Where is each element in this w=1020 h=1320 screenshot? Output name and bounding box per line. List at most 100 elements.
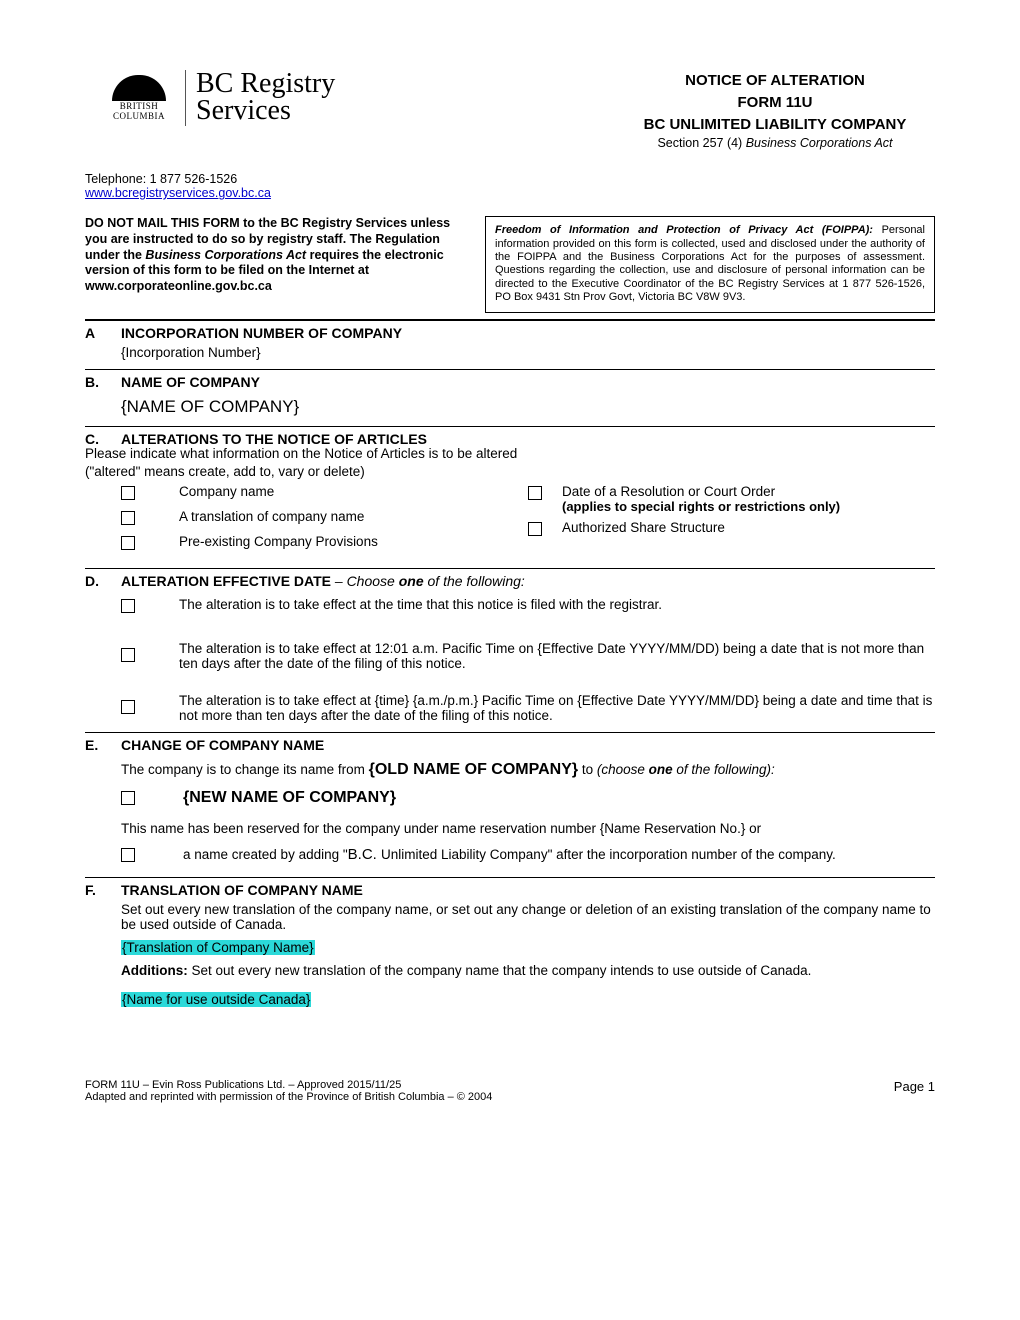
- chk-share-structure[interactable]: Authorized Share Structure: [528, 520, 935, 542]
- chk-label: The alteration is to take effect at 12:0…: [155, 641, 935, 671]
- section-c-desc2: ("altered" means create, add to, vary or…: [85, 464, 935, 479]
- section-c-title: ALTERATIONS TO THE NOTICE OF ARTICLES: [121, 431, 427, 447]
- section-c: C. ALTERATIONS TO THE NOTICE OF ARTICLES…: [85, 427, 935, 559]
- d-title-one: one: [399, 573, 424, 589]
- section-e: E. CHANGE OF COMPANY NAME The company is…: [85, 733, 935, 868]
- footer-left-2: Adapted and reprinted with permission of…: [85, 1091, 492, 1103]
- chk-new-name[interactable]: {NEW NAME OF COMPANY}: [121, 789, 935, 811]
- chk-bc-name[interactable]: a name created by adding "B.C. Unlimited…: [121, 846, 935, 868]
- chk-label: a name created by adding "B.C. Unlimited…: [159, 846, 935, 863]
- incorporation-number-value: {Incorporation Number}: [121, 345, 261, 360]
- checkbox-icon[interactable]: [121, 599, 135, 613]
- checkbox-icon[interactable]: [121, 648, 135, 662]
- title-sub-act: Business Corporations Act: [746, 136, 893, 150]
- chk-label: Pre-existing Company Provisions: [155, 534, 528, 549]
- company-name-value: {NAME OF COMPANY}: [85, 393, 935, 417]
- chk-label: The alteration is to take effect at {tim…: [155, 693, 935, 723]
- translation-of-name: {Translation of Company Name}: [121, 940, 315, 955]
- chk-label: Date of a Resolution or Court Order: [562, 484, 935, 499]
- website-link[interactable]: www.bcregistryservices.gov.bc.ca: [85, 186, 271, 200]
- footer: FORM 11U – Evin Ross Publications Ltd. –…: [85, 1079, 935, 1103]
- f-add-text: Set out every new translation of the com…: [188, 963, 812, 978]
- chk-resolution-date[interactable]: Date of a Resolution or Court Order (app…: [528, 484, 935, 514]
- crest-arc-icon: [112, 75, 166, 101]
- e-choose-one: one: [649, 762, 673, 777]
- checkbox-icon[interactable]: [528, 522, 542, 536]
- d-title-end: of the following:: [424, 573, 525, 589]
- f-desc: Set out every new translation of the com…: [121, 902, 935, 932]
- crest-text-bottom: COLUMBIA: [103, 112, 175, 121]
- old-company-name: {OLD NAME OF COMPANY}: [369, 761, 578, 778]
- brand-name: BC Registry Services: [196, 71, 335, 124]
- d-title-pre: ALTERATION EFFECTIVE DATE: [121, 573, 331, 589]
- footer-left-1: FORM 11U – Evin Ross Publications Ltd. –…: [85, 1079, 492, 1091]
- bc-crest: BRITISH COLUMBIA: [103, 75, 175, 122]
- section-d-title: ALTERATION EFFECTIVE DATE – Choose one o…: [121, 573, 525, 589]
- logo-block: BRITISH COLUMBIA BC Registry Services: [85, 70, 335, 126]
- e-choose-post: of the following):: [673, 762, 775, 777]
- phone-line: Telephone: 1 877 526-1526: [85, 172, 935, 186]
- e-choose-pre: (choose: [597, 762, 649, 777]
- section-f-title: TRANSLATION OF COMPANY NAME: [121, 882, 363, 898]
- chk-sublabel: (applies to special rights or restrictio…: [562, 499, 935, 514]
- section-c-desc1: Please indicate what information on the …: [85, 446, 935, 461]
- logo-divider: [185, 70, 186, 126]
- new-company-name: {NEW NAME OF COMPANY}: [159, 789, 935, 807]
- title-2: FORM 11U: [615, 92, 935, 114]
- chk-d-custom-time[interactable]: The alteration is to take effect at {tim…: [85, 693, 935, 723]
- notice-row: DO NOT MAIL THIS FORM to the BC Registry…: [85, 216, 935, 312]
- chk-translation[interactable]: A translation of company name: [121, 509, 528, 531]
- title-sub: Section 257 (4) Business Corporations Ac…: [615, 136, 935, 150]
- chk-d-1201am[interactable]: The alteration is to take effect at 12:0…: [85, 641, 935, 671]
- title-3: BC UNLIMITED LIABILITY COMPANY: [615, 114, 935, 136]
- section-f: F. TRANSLATION OF COMPANY NAME Set out e…: [85, 878, 935, 1007]
- footer-page: Page 1: [894, 1079, 935, 1103]
- checkbox-icon[interactable]: [121, 848, 135, 862]
- e-intro-pre: The company is to change its name from: [121, 762, 369, 777]
- checkbox-icon[interactable]: [121, 791, 135, 805]
- brand-line2: Services: [196, 95, 291, 126]
- e-to: to: [578, 762, 597, 777]
- section-d: D. ALTERATION EFFECTIVE DATE – Choose on…: [85, 569, 935, 723]
- chk-pre-existing[interactable]: Pre-existing Company Provisions: [121, 534, 528, 556]
- chk-d-filing[interactable]: The alteration is to take effect at the …: [85, 597, 935, 619]
- contact-block: Telephone: 1 877 526-1526 www.bcregistry…: [85, 172, 935, 200]
- section-f-letter: F.: [85, 882, 107, 898]
- chk-company-name[interactable]: Company name: [121, 484, 528, 506]
- foippa-box: Freedom of Information and Protection of…: [485, 216, 935, 312]
- e-intro: The company is to change its name from {…: [121, 761, 935, 779]
- checkbox-icon[interactable]: [121, 486, 135, 500]
- checkbox-icon[interactable]: [121, 700, 135, 714]
- section-e-letter: E.: [85, 737, 107, 753]
- section-a-body: {Incorporation Number}: [85, 341, 935, 360]
- crest-text-top: BRITISH: [103, 102, 175, 111]
- section-e-title: CHANGE OF COMPANY NAME: [121, 737, 324, 753]
- checkbox-icon[interactable]: [121, 536, 135, 550]
- title-block: NOTICE OF ALTERATION FORM 11U BC UNLIMIT…: [615, 70, 935, 150]
- chk-label: The alteration is to take effect at the …: [155, 597, 935, 612]
- section-a: A INCORPORATION NUMBER OF COMPANY {Incor…: [85, 319, 935, 360]
- title-sub-pre: Section 257 (4): [657, 136, 745, 150]
- chk-label: Company name: [155, 484, 528, 499]
- section-a-title: INCORPORATION NUMBER OF COMPANY: [121, 325, 402, 341]
- section-c-letter: C.: [85, 431, 107, 447]
- section-d-letter: D.: [85, 573, 107, 589]
- section-b: B. NAME OF COMPANY {NAME OF COMPANY}: [85, 370, 935, 417]
- checkbox-icon[interactable]: [121, 511, 135, 525]
- do-not-mail: DO NOT MAIL THIS FORM to the BC Registry…: [85, 216, 465, 294]
- foippa-heading: Freedom of Information and Protection of…: [495, 224, 873, 236]
- section-a-letter: A: [85, 325, 107, 341]
- bc-post: " after the incorporation number of the …: [548, 847, 836, 862]
- title-1: NOTICE OF ALTERATION: [615, 70, 935, 92]
- section-c-options: Company name A translation of company na…: [85, 484, 935, 559]
- section-b-letter: B.: [85, 374, 107, 390]
- d-title-dash: – Choose: [331, 573, 399, 589]
- bc-mid2: Unlimited Liability Company: [381, 847, 548, 862]
- name-outside-canada: {Name for use outside Canada}: [121, 992, 311, 1007]
- chk-label: Authorized Share Structure: [562, 520, 935, 535]
- bc-mid: B.C.: [348, 846, 381, 863]
- f-add-label: Additions:: [121, 963, 188, 978]
- header-row: BRITISH COLUMBIA BC Registry Services NO…: [85, 70, 935, 150]
- f-additions-line: Additions: Set out every new translation…: [121, 963, 935, 978]
- checkbox-icon[interactable]: [528, 486, 542, 500]
